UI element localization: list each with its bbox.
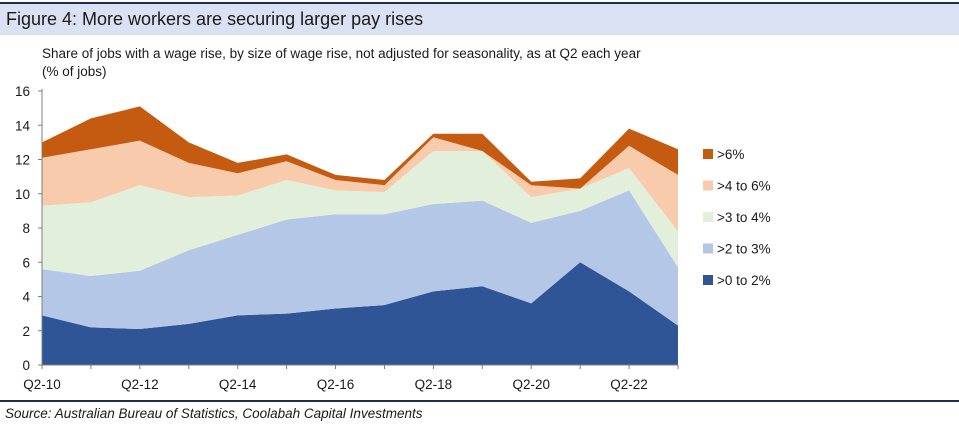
x-tick-label: Q2-16 xyxy=(317,377,355,392)
y-tick-label: 8 xyxy=(22,221,30,236)
y-tick-label: 4 xyxy=(22,290,30,305)
legend-swatch xyxy=(703,149,713,159)
legend-swatch xyxy=(703,243,713,254)
figure-title: Figure 4: More workers are securing larg… xyxy=(6,9,424,29)
bottom-rule xyxy=(0,400,959,402)
title-bar xyxy=(0,4,959,35)
stacked-area-chart: 0 2 4 6 8 10 12 14 16 Q2-10 Q2-12 Q2-14 Q2-16 Q2-18 Q2… xyxy=(15,84,771,392)
top-rule xyxy=(0,2,959,4)
legend-label: >0 to 2% xyxy=(717,273,771,288)
y-tick-label: 10 xyxy=(15,187,30,202)
area-series-6 xyxy=(42,106,678,189)
legend-label: >3 to 4% xyxy=(717,210,771,225)
area-series-3-to-4 xyxy=(42,150,678,276)
x-tick-label: Q2-22 xyxy=(610,377,648,392)
subtitle-line-2: (% of jobs) xyxy=(42,64,107,79)
source-note: Source: Australian Bureau of Statistics,… xyxy=(5,406,423,421)
subtitle-line-1: Share of jobs with a wage rise, by size … xyxy=(42,46,641,61)
area-series-2-to-3 xyxy=(42,190,678,330)
legend: >6% >4 to 6% >3 to 4% >2 to 3% >0 to 2% xyxy=(703,147,771,288)
y-tick-label: 12 xyxy=(15,153,30,168)
y-tick-label: 16 xyxy=(15,84,30,99)
y-tick-label: 2 xyxy=(22,324,30,339)
x-tick-label: Q2-12 xyxy=(121,377,159,392)
area-series-4-to-6 xyxy=(42,137,678,232)
series-areas xyxy=(42,106,678,365)
x-tick-label: Q2-14 xyxy=(219,377,257,392)
chart-subtitle: Share of jobs with a wage rise, by size … xyxy=(42,45,742,81)
legend-swatch xyxy=(703,275,713,285)
legend-label: >2 to 3% xyxy=(717,242,771,257)
x-tick-label: Q2-20 xyxy=(512,377,550,392)
y-tick-label: 6 xyxy=(22,255,30,270)
x-tick-label: Q2-18 xyxy=(415,377,453,392)
legend-swatch xyxy=(703,212,713,222)
axes: 0 2 4 6 8 10 12 14 16 Q2-10 Q2-12 Q2-14 Q2-16 Q2-18 Q2… xyxy=(15,84,679,392)
x-tick-label: Q2-10 xyxy=(23,377,61,392)
legend-swatch xyxy=(703,180,713,191)
y-tick-label: 0 xyxy=(22,358,30,373)
area-series-0-to-2 xyxy=(42,262,678,365)
y-tick-label: 14 xyxy=(15,118,31,133)
legend-label: >6% xyxy=(717,147,744,162)
legend-label: >4 to 6% xyxy=(717,179,771,194)
